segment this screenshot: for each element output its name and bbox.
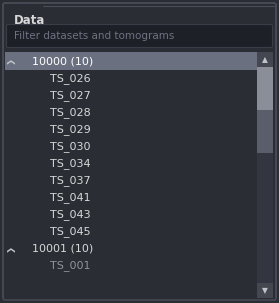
Text: 10000 (10): 10000 (10) [32, 56, 93, 66]
Text: TS_045: TS_045 [50, 226, 91, 237]
Text: TS_041: TS_041 [50, 192, 91, 203]
Bar [257, 283, 273, 298]
Bar [257, 52, 273, 67]
Text: ❯: ❯ [6, 58, 15, 65]
Text: TS_034: TS_034 [50, 158, 91, 169]
Text: TS_001: TS_001 [50, 260, 90, 271]
Bar [257, 110, 273, 153]
Text: TS_029: TS_029 [50, 124, 91, 135]
Bar [257, 52, 273, 298]
Text: 10001 (10): 10001 (10) [32, 244, 93, 254]
FancyBboxPatch shape [6, 25, 273, 48]
Text: Filter datasets and tomograms: Filter datasets and tomograms [14, 31, 174, 41]
Text: TS_028: TS_028 [50, 107, 91, 118]
Text: ▼: ▼ [262, 286, 268, 295]
Bar [257, 67, 273, 110]
Text: TS_030: TS_030 [50, 141, 90, 152]
Text: TS_027: TS_027 [50, 90, 91, 101]
FancyBboxPatch shape [3, 3, 276, 300]
Text: ❯: ❯ [6, 245, 15, 252]
Bar [5, 52, 257, 298]
Text: ▲: ▲ [262, 55, 268, 64]
Bar [5, 52, 257, 70]
Bar [0, 298, 279, 303]
Text: TS_026: TS_026 [50, 73, 91, 84]
Text: TS_043: TS_043 [50, 209, 91, 220]
Text: Data: Data [14, 14, 45, 27]
Text: TS_037: TS_037 [50, 175, 91, 186]
